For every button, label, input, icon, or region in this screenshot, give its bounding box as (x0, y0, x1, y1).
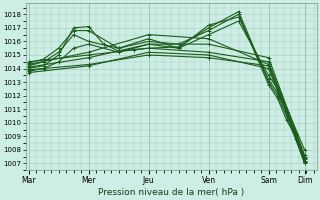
X-axis label: Pression niveau de la mer( hPa ): Pression niveau de la mer( hPa ) (98, 188, 244, 197)
